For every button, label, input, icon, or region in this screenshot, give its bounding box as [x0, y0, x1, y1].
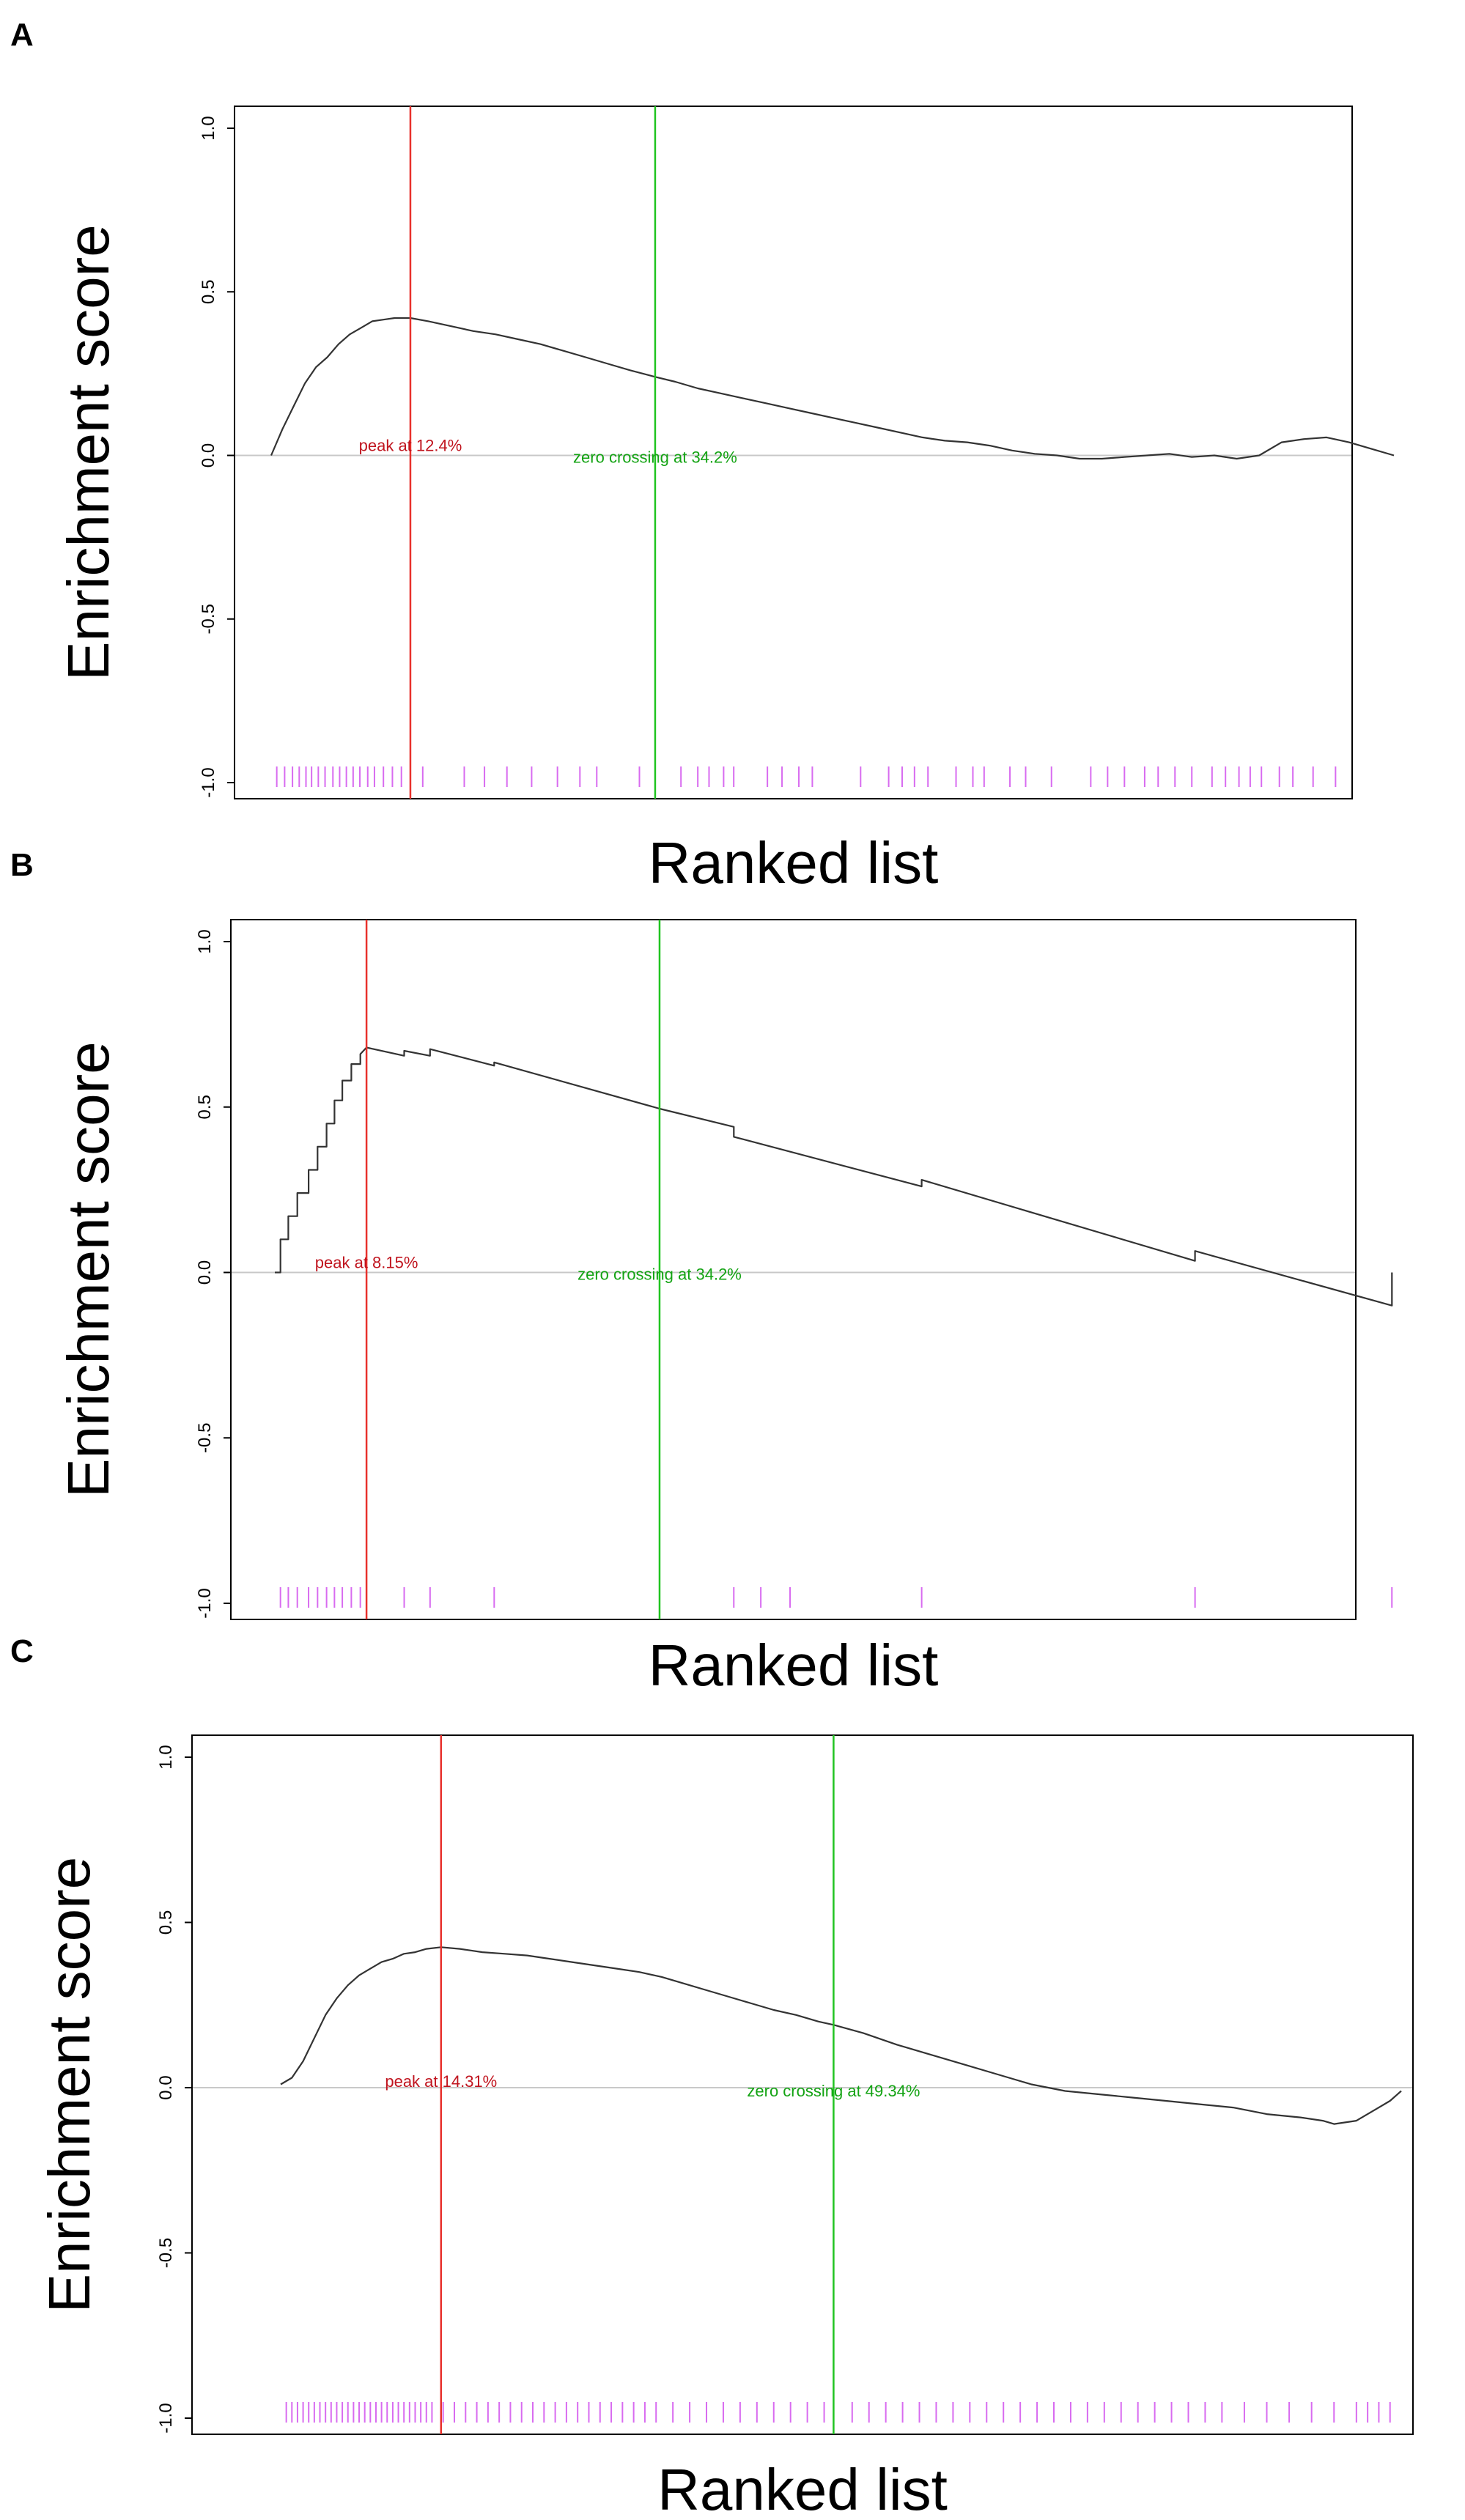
- hit-rug: [285, 2402, 1391, 2423]
- enrichment-curve: [275, 1046, 1393, 1307]
- plot-frame: [191, 1734, 1414, 2435]
- panel-letter: C: [10, 1633, 34, 1669]
- y-axis-title: Enrichment score: [56, 224, 121, 680]
- y-tick-label: 1.0: [195, 929, 215, 953]
- hit-rug: [279, 1587, 1393, 1608]
- y-tick-label: -0.5: [195, 1423, 215, 1453]
- y-tick-label: 0.5: [195, 1095, 215, 1119]
- y-tick-label: 0.5: [199, 280, 218, 304]
- y-tick-label: -1.0: [195, 1588, 215, 1618]
- y-tick-label: -0.5: [156, 2238, 176, 2268]
- y-axis-title: Enrichment score: [56, 1041, 121, 1497]
- panel-b: B -1.0 -0.5 0.0 0.5 1.0 peak at 8.15% zero cros…: [10, 847, 1393, 1698]
- enrichment-curve: [270, 317, 1395, 460]
- peak-label: peak at 12.4%: [359, 437, 462, 455]
- panel-letter: B: [10, 847, 34, 883]
- y-tick-label: 1.0: [156, 1745, 176, 1769]
- y-tick-label: -0.5: [199, 604, 218, 634]
- x-axis-title: Ranked list: [649, 830, 939, 895]
- y-tick-label: 0.0: [199, 443, 218, 468]
- y-tick-label: -1.0: [156, 2403, 176, 2433]
- hit-rug: [276, 766, 1337, 787]
- panel-a: A -1.0 -0.5 0.0 0.5 1.0 peak at 12.4% zero cros…: [10, 17, 1395, 895]
- plot-frame: [234, 106, 1353, 799]
- x-axis-title: Ranked list: [649, 1633, 939, 1698]
- x-axis-title: Ranked list: [657, 2457, 948, 2520]
- panel-letter: A: [10, 17, 34, 53]
- enrichment-curve: [280, 1946, 1402, 2125]
- zero-crossing-label: zero crossing at 49.34%: [747, 2082, 920, 2100]
- y-tick-label: 0.0: [195, 1260, 215, 1285]
- zero-crossing-label: zero crossing at 34.2%: [573, 448, 737, 467]
- plot-frame: [230, 919, 1357, 1620]
- y-tick-label: 1.0: [199, 116, 218, 140]
- y-tick-label: 0.0: [156, 2075, 176, 2099]
- y-tick-label: 0.5: [156, 1910, 176, 1935]
- panel-c: C -1.0 -0.5 0.0 0.5 1.0 peak at 14.31% zero cro…: [10, 1633, 1414, 2520]
- y-axis-title: Enrichment score: [37, 1857, 102, 2313]
- peak-label: peak at 14.31%: [385, 2072, 497, 2091]
- peak-label: peak at 8.15%: [315, 1254, 418, 1272]
- zero-crossing-label: zero crossing at 34.2%: [577, 1265, 742, 1284]
- y-tick-label: -1.0: [199, 767, 218, 797]
